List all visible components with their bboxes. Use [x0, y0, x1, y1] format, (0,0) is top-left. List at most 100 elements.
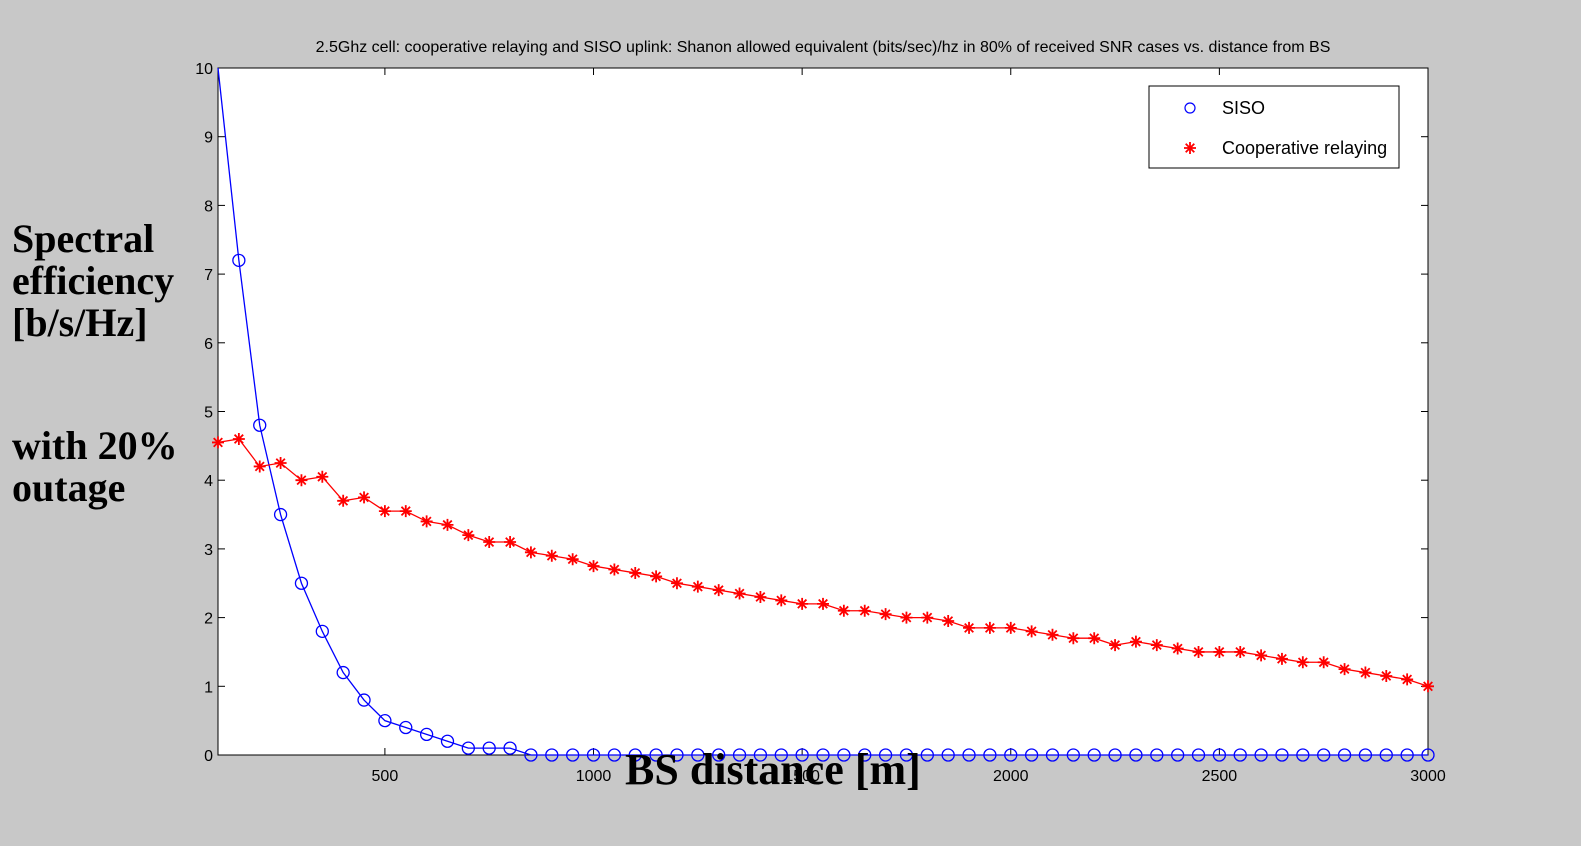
- legend-box: [1148, 85, 1400, 169]
- coop-point: [712, 584, 725, 597]
- coop-point: [274, 457, 287, 470]
- coop-point: [1213, 645, 1226, 658]
- siso-point: [294, 576, 309, 590]
- y-axis-label: Spectral efficiency [b/s/Hz]: [12, 218, 174, 344]
- coop-point: [1129, 635, 1142, 648]
- coop-point: [295, 474, 308, 487]
- siso-point: [1108, 748, 1122, 762]
- series-layer: [212, 67, 1435, 762]
- siso-point: [1150, 748, 1164, 762]
- siso-point: [440, 734, 455, 748]
- siso-point: [837, 748, 851, 762]
- siso-point: [1212, 748, 1227, 762]
- coop-point: [1004, 621, 1017, 634]
- siso-point: [753, 748, 768, 762]
- siso-point: [795, 748, 809, 762]
- siso-point: [503, 741, 517, 755]
- siso-point: [586, 748, 601, 762]
- coop-point: [1255, 649, 1268, 662]
- axis-ticks: 500 1000 1500 2000 2500 3000 0 1 2 3 4 5 6 7 8 9 10: [195, 61, 1446, 785]
- y-axis-label-line-3: [b/s/Hz]: [12, 300, 148, 345]
- coop-point: [1401, 673, 1414, 686]
- coop-point: [608, 563, 621, 576]
- coop-point: [1234, 645, 1247, 658]
- siso-point: [1400, 748, 1414, 762]
- siso-point: [649, 748, 663, 762]
- x-tick-label: 1000: [576, 768, 612, 785]
- coop-point: [1067, 632, 1080, 645]
- siso-point: [878, 748, 893, 762]
- chart-title: 2.5Ghz cell: cooperative relaying and SI…: [316, 39, 1331, 56]
- coop-point: [212, 436, 224, 449]
- x-axis-label: BS distance [m]: [625, 745, 921, 794]
- siso-point: [983, 748, 997, 762]
- y-axis-label-outage: with 20% outage: [12, 425, 178, 509]
- siso-point: [670, 748, 684, 762]
- siso-point: [816, 748, 830, 762]
- siso-point: [1004, 748, 1018, 762]
- siso-point: [273, 507, 288, 522]
- siso-point: [566, 748, 580, 762]
- coop-point: [921, 611, 934, 624]
- coop-point: [691, 580, 704, 593]
- siso-point: [962, 748, 976, 762]
- siso-point: [1379, 748, 1393, 762]
- siso-point: [774, 748, 788, 762]
- siso-point: [315, 624, 329, 638]
- coop-point: [1046, 628, 1059, 641]
- siso-point: [858, 748, 872, 762]
- siso-line: [217, 67, 1428, 756]
- legend: SISO Cooperative relaying: [1148, 85, 1400, 169]
- siso-point: [628, 748, 642, 762]
- siso-point: [336, 665, 350, 680]
- coop-point: [796, 597, 809, 610]
- coop-point: [983, 621, 996, 634]
- coop-point: [587, 560, 600, 573]
- coop-point: [566, 553, 579, 566]
- siso-point: [1066, 748, 1080, 762]
- siso-point: [607, 748, 622, 762]
- y-tick-label: 8: [204, 198, 213, 215]
- coop-point: [1171, 642, 1184, 655]
- coop-point: [629, 566, 642, 579]
- legend-coop-label: Cooperative relaying: [1222, 138, 1387, 158]
- coop-point: [963, 621, 976, 634]
- y-tick-label: 7: [204, 267, 213, 284]
- siso-point: [1296, 748, 1310, 762]
- siso-point: [545, 748, 559, 762]
- siso-point: [732, 748, 747, 762]
- siso-point: [712, 748, 726, 762]
- siso-point: [899, 748, 914, 762]
- siso-point: [1045, 748, 1060, 762]
- y-tick-label: 9: [204, 130, 213, 147]
- coop-point: [1338, 663, 1351, 676]
- siso-point: [524, 748, 538, 762]
- y-tick-label: 0: [204, 748, 213, 765]
- siso-point: [357, 693, 371, 707]
- y-tick-label: 10: [195, 61, 213, 78]
- coop-point: [775, 594, 788, 607]
- y-tick-label: 5: [204, 405, 213, 422]
- coop-point: [316, 470, 329, 483]
- siso-point: [1317, 748, 1331, 762]
- plot-area: [217, 67, 1429, 756]
- siso-point: [461, 741, 475, 755]
- coop-point: [545, 549, 558, 562]
- coop-point: [504, 536, 517, 549]
- coop-point: [670, 577, 683, 590]
- coop-point: [441, 518, 454, 531]
- coop-point: [337, 494, 350, 507]
- coop-point: [1422, 680, 1434, 693]
- coop-point: [1380, 669, 1393, 682]
- y-axis-label-line-2: efficiency: [12, 258, 175, 303]
- y-axis-label-outage-line-1: with 20%: [12, 423, 178, 468]
- siso-point: [1024, 748, 1039, 762]
- y-tick-label: 6: [204, 336, 213, 353]
- coop-point: [1025, 625, 1038, 638]
- coop-point: [253, 460, 266, 473]
- siso-point: [1358, 748, 1373, 762]
- coop-point: [837, 604, 850, 617]
- legend-siso-marker: [1184, 102, 1196, 114]
- y-tick-label: 4: [204, 473, 213, 490]
